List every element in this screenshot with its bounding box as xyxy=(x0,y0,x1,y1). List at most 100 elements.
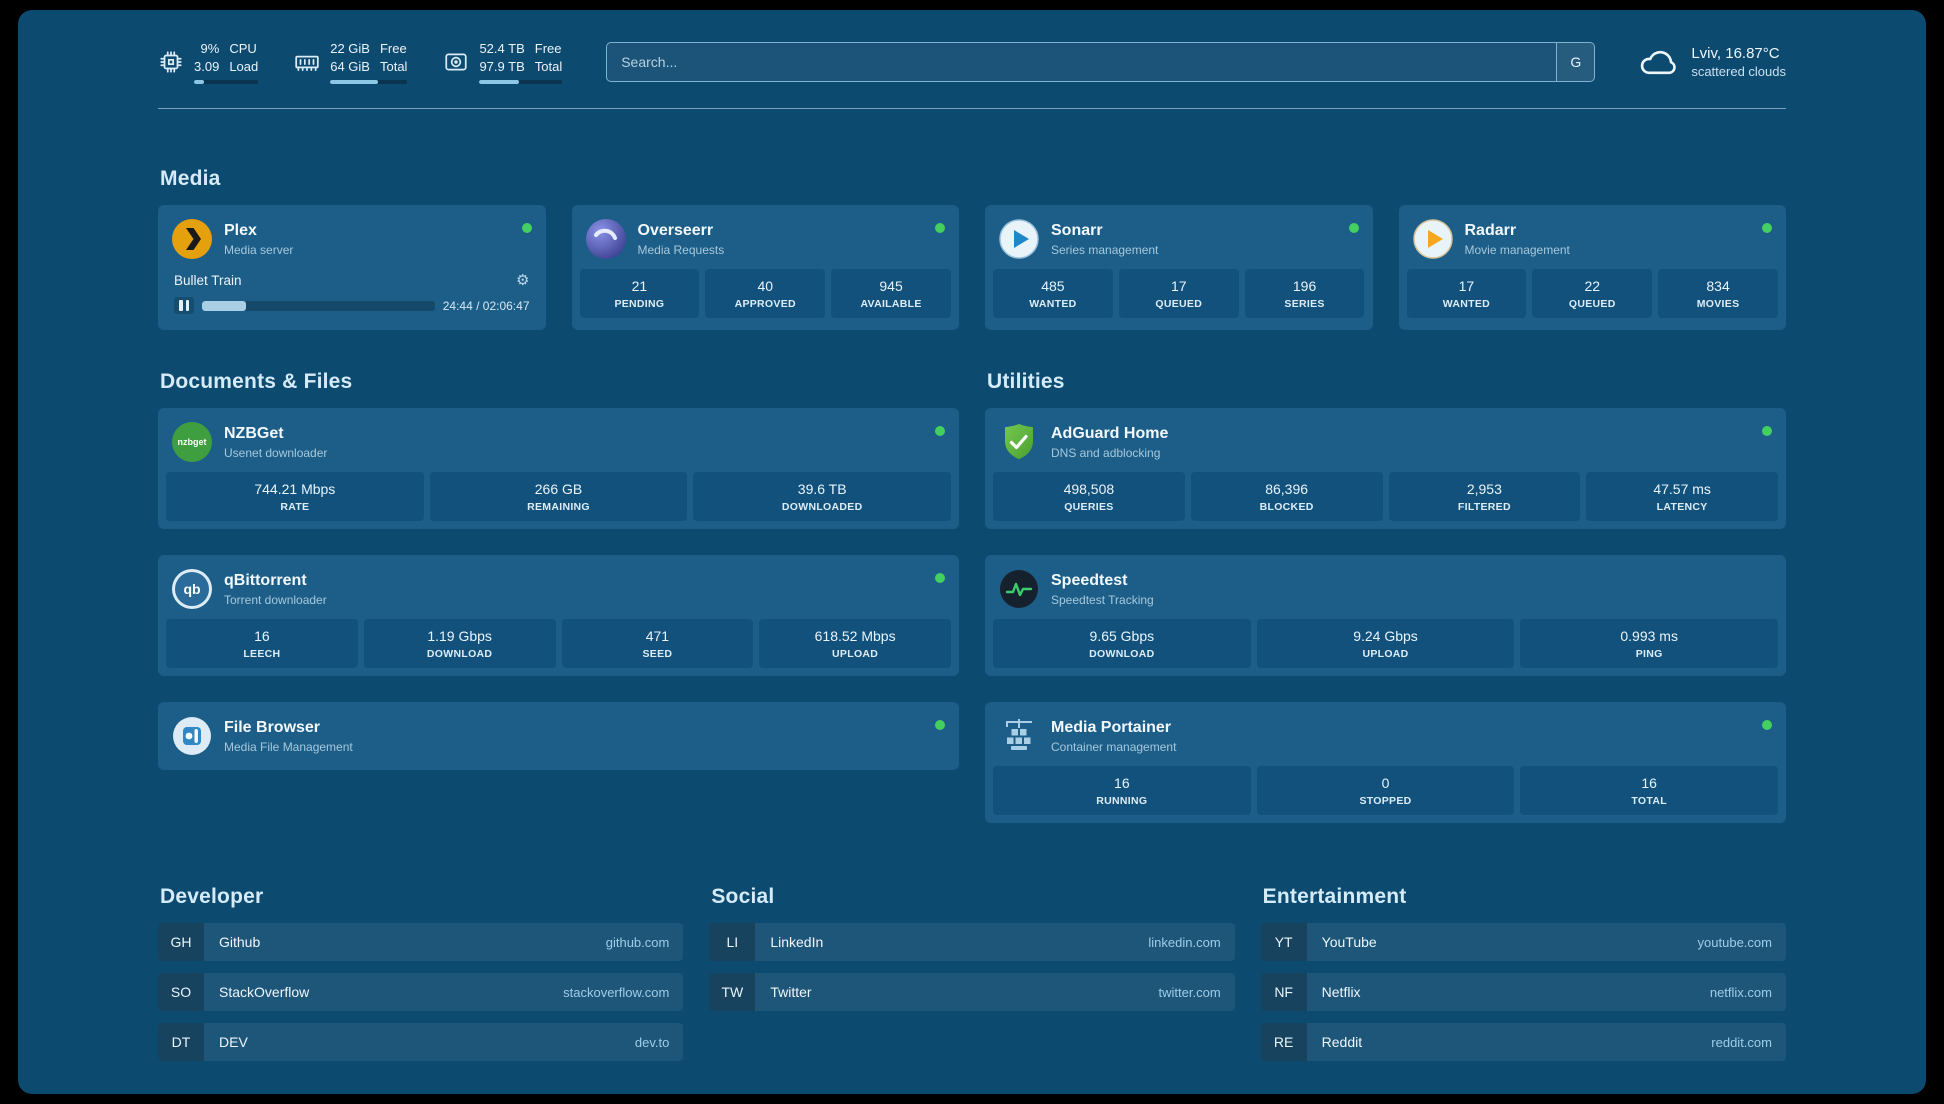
overseerr-icon xyxy=(585,219,626,260)
stat-tile-ping: 0.993 ms PING xyxy=(1520,619,1779,669)
bookmark-abbr: TW xyxy=(709,973,756,1012)
search-provider-button[interactable]: G xyxy=(1556,43,1595,82)
service-card-sonarr[interactable]: Sonarr Series management 485 WANTED 17 Q… xyxy=(985,205,1373,331)
bookmark-url: twitter.com xyxy=(1158,984,1221,1000)
bookmark-url: stackoverflow.com xyxy=(563,984,670,1000)
sonarr-icon xyxy=(999,219,1039,260)
cpu-load-value: 3.09 xyxy=(194,59,220,75)
service-subtitle: Speedtest Tracking xyxy=(1051,592,1154,607)
search-bar: G xyxy=(606,42,1596,83)
service-card-overseerr[interactable]: Overseerr Media Requests 21 PENDING 40 A… xyxy=(571,205,959,331)
stat-tile-filtered: 2,953 FILTERED xyxy=(1388,472,1581,522)
bookmark-name: LinkedIn xyxy=(770,934,824,951)
service-card-speedtest[interactable]: Speedtest Speedtest Tracking 9.65 Gbps D… xyxy=(985,555,1786,677)
stat-tile-blocked: 86,396 BLOCKED xyxy=(1190,472,1383,522)
service-card-radarr[interactable]: Radarr Movie management 17 WANTED 22 QUE… xyxy=(1398,205,1786,331)
service-card-nzbget[interactable]: nzbget NZBGet Usenet downloader 744.21 M… xyxy=(158,408,959,530)
weather-widget[interactable]: Lviv, 16.87°C scattered clouds xyxy=(1639,45,1786,79)
bookmark-url: linkedin.com xyxy=(1148,934,1221,950)
service-name: Speedtest xyxy=(1051,571,1128,589)
status-dot xyxy=(1348,223,1359,234)
bookmark-group-entertainment: Entertainment YT YouTube youtube.com NF … xyxy=(1260,885,1786,1073)
service-card-portainer[interactable]: Media Portainer Container management 16 … xyxy=(985,702,1786,824)
cpu-progress-track xyxy=(194,80,259,85)
pause-button[interactable] xyxy=(174,297,194,315)
stat-tile-queued: 17 QUEUED xyxy=(1118,269,1239,319)
bookmark-abbr: YT xyxy=(1260,923,1307,962)
bookmark-linkedin[interactable]: LI LinkedIn linkedin.com xyxy=(709,923,1235,962)
bookmark-abbr: GH xyxy=(158,923,204,962)
service-subtitle: Series management xyxy=(1051,242,1159,257)
status-dot xyxy=(1762,223,1772,234)
stat-tile-leech: 16 LEECH xyxy=(166,619,358,669)
disk-progress-track xyxy=(479,80,563,85)
section-documents: Documents & Files nzbget NZBGet Usenet d… xyxy=(158,370,959,771)
disk-widget: 52.4 TB Free 97.9 TB Total xyxy=(443,40,563,85)
stat-tile-download: 9.65 Gbps DOWNLOAD xyxy=(993,619,1251,669)
disk-free-value: 52.4 TB xyxy=(479,41,525,56)
bookmark-url: youtube.com xyxy=(1697,934,1772,950)
memory-label-1: Free xyxy=(379,41,407,56)
stat-tile-series: 196 SERIES xyxy=(1244,269,1365,319)
service-name: Plex xyxy=(224,221,257,239)
bookmark-url: github.com xyxy=(605,934,670,950)
bookmark-abbr: LI xyxy=(709,923,756,962)
bookmark-github[interactable]: GH Github github.com xyxy=(158,923,684,962)
bookmark-name: Twitter xyxy=(770,984,812,1001)
adguard-icon xyxy=(999,422,1039,462)
dashboard-page: 9% CPU 3.09 Load xyxy=(18,10,1926,1094)
service-subtitle: DNS and adblocking xyxy=(1051,445,1161,460)
playback-time: 24:44 / 02:06:47 xyxy=(442,298,530,313)
memory-total-value: 64 GiB xyxy=(330,59,370,75)
section-title-entertainment: Entertainment xyxy=(1262,885,1407,909)
service-subtitle: Media Requests xyxy=(637,242,725,257)
bookmark-netflix[interactable]: NF Netflix netflix.com xyxy=(1260,973,1786,1012)
service-name: qBittorrent xyxy=(224,571,307,589)
bookmark-twitter[interactable]: TW Twitter twitter.com xyxy=(709,973,1235,1012)
portainer-icon xyxy=(999,716,1039,756)
service-subtitle: Usenet downloader xyxy=(224,445,328,460)
gear-icon[interactable]: ⚙ xyxy=(516,272,530,290)
bookmark-reddit[interactable]: RE Reddit reddit.com xyxy=(1260,1023,1786,1062)
playback-progress-fill xyxy=(202,300,247,311)
plex-icon xyxy=(172,219,212,260)
resource-widgets: 9% CPU 3.09 Load xyxy=(158,40,563,85)
now-playing-title: Bullet Train xyxy=(174,272,242,288)
memory-free-value: 22 GiB xyxy=(330,41,370,56)
playback-progress-bar[interactable] xyxy=(202,300,435,311)
memory-progress-fill xyxy=(330,80,379,85)
bookmark-group-social: Social LI LinkedIn linkedin.com TW Twitt… xyxy=(709,885,1235,1073)
filebrowser-icon xyxy=(172,716,212,756)
bookmark-url: netflix.com xyxy=(1709,984,1772,1000)
topbar-divider xyxy=(158,108,1786,110)
service-name: Media Portainer xyxy=(1051,718,1172,736)
disk-progress-fill xyxy=(479,80,520,85)
service-card-plex[interactable]: Plex Media server Bullet Train ⚙ xyxy=(158,205,546,331)
stat-tile-latency: 47.57 ms LATENCY xyxy=(1586,472,1778,522)
service-name: File Browser xyxy=(224,718,321,736)
cpu-progress-fill xyxy=(194,80,205,85)
service-card-filebrowser[interactable]: File Browser Media File Management xyxy=(158,702,959,771)
bookmark-group-developer: Developer GH Github github.com SO StackO… xyxy=(158,885,684,1073)
bookmark-youtube[interactable]: YT YouTube youtube.com xyxy=(1260,923,1786,962)
stat-tile-queued: 22 QUEUED xyxy=(1532,269,1653,319)
service-card-qbittorrent[interactable]: qb qBittorrent Torrent downloader 16 LEE… xyxy=(158,555,959,677)
section-title-social: Social xyxy=(711,885,775,909)
status-dot xyxy=(935,720,945,731)
bookmark-name: Reddit xyxy=(1321,1034,1363,1051)
bookmark-url: reddit.com xyxy=(1711,1034,1772,1050)
stat-tile-rate: 744.21 Mbps RATE xyxy=(166,472,424,522)
stat-tile-stopped: 0 STOPPED xyxy=(1256,766,1515,816)
stat-tile-available: 945 AVAILABLE xyxy=(831,269,951,319)
service-name: NZBGet xyxy=(224,424,284,442)
bookmark-dev[interactable]: DT DEV dev.to xyxy=(158,1023,684,1062)
stat-tile-upload: 9.24 Gbps UPLOAD xyxy=(1256,619,1515,669)
stat-tile-approved: 40 APPROVED xyxy=(705,269,826,319)
bookmark-stackoverflow[interactable]: SO StackOverflow stackoverflow.com xyxy=(158,973,684,1012)
service-card-adguard[interactable]: AdGuard Home DNS and adblocking 498,508 … xyxy=(985,408,1786,530)
stat-tile-download: 1.19 Gbps DOWNLOAD xyxy=(363,619,556,669)
service-name: AdGuard Home xyxy=(1051,424,1169,442)
cpu-widget: 9% CPU 3.09 Load xyxy=(158,40,259,85)
section-media: Media Plex Media server xyxy=(158,167,1786,331)
search-input[interactable] xyxy=(607,43,1557,82)
